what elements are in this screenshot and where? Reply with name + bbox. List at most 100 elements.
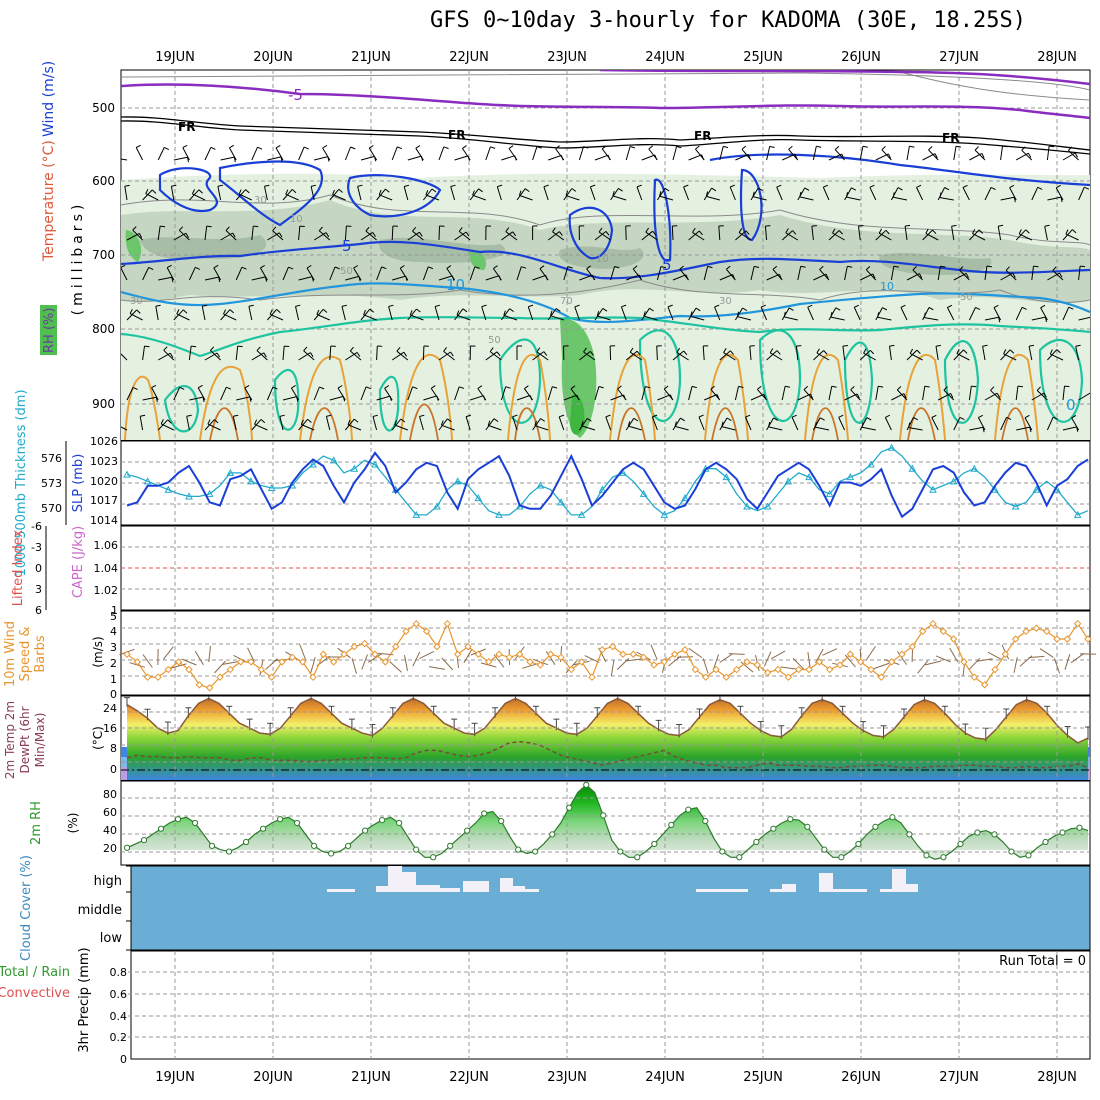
date-label-top: 24JUN	[645, 50, 685, 65]
wind-barb	[785, 228, 799, 241]
rh-marker	[140, 837, 148, 844]
pressure-tick: 700	[92, 248, 115, 262]
wind-barb	[306, 264, 315, 281]
wind-barb	[1044, 224, 1050, 241]
surface-wind-barb	[194, 650, 204, 666]
wind-barb-shaft	[925, 232, 939, 241]
wind-barb-shaft	[844, 266, 848, 281]
contour-label: 10	[880, 280, 894, 293]
wind-barb-flag	[612, 190, 615, 197]
wind-barb-shaft	[220, 386, 227, 401]
wind-barb	[344, 146, 356, 161]
wind-barb-shaft	[563, 266, 569, 281]
wind-barb	[516, 266, 527, 281]
wind-barb-shaft	[485, 351, 498, 361]
wind-barb-shaft	[1047, 196, 1062, 201]
wind-barb-flag	[124, 184, 130, 187]
contour-label: 50	[340, 266, 353, 277]
wind-barb-flag	[598, 386, 604, 389]
wind-barb-flag	[869, 184, 875, 188]
wind-barb	[692, 227, 705, 241]
wind-barb-shaft	[795, 346, 799, 361]
wind-barb-shaft	[1078, 186, 1085, 201]
wind-barb-flag	[164, 146, 170, 151]
wind-barb-shaft	[928, 149, 939, 161]
wind-barb-flag	[736, 311, 740, 317]
wind-barb-flag	[195, 266, 201, 270]
wind-barb-flag	[400, 418, 406, 423]
wind-barb	[438, 418, 452, 431]
wind-barb	[610, 266, 620, 281]
wind-barb	[558, 414, 565, 431]
wind-barb-shaft	[552, 231, 565, 241]
wind-barb-shaft	[629, 351, 643, 361]
wind-barb-flag	[216, 352, 221, 358]
wind-barb-shaft	[204, 352, 218, 361]
cloud-bar	[782, 884, 796, 892]
wind-barb-flag	[214, 419, 219, 424]
wind-barb-flag	[356, 352, 361, 357]
wind-barb	[922, 385, 930, 401]
wind-barb-flag	[742, 307, 748, 312]
wind-barb	[220, 232, 236, 241]
wind-barb-flag	[919, 273, 923, 279]
wind-barb-shaft	[597, 315, 611, 321]
wind10m-marker	[598, 645, 607, 654]
wind-barb-shaft	[485, 418, 495, 431]
wind10m-marker	[794, 665, 803, 674]
lifted-index-ticks: -6 -3 0 3 6	[31, 520, 42, 617]
wind-barb-shaft	[155, 306, 159, 321]
wind-barb-shaft	[750, 266, 755, 281]
thickness-marker	[557, 498, 565, 506]
contour-label: 10	[596, 254, 609, 265]
wind-barb	[191, 189, 206, 201]
thickness-marker	[867, 460, 875, 468]
wind-barb-shaft	[641, 308, 650, 321]
wind-barb-flag	[784, 385, 791, 388]
wind-barb-flag	[206, 225, 212, 228]
wind-barb-shaft	[734, 386, 739, 401]
wind-barb-flag	[1013, 197, 1016, 203]
wind-barb-flag	[652, 230, 657, 236]
wind-barb	[552, 227, 565, 241]
temp-grid	[121, 696, 1090, 780]
wind-barb-shaft	[863, 352, 877, 361]
wind-barb	[298, 146, 309, 161]
precip-grid	[121, 951, 1090, 1059]
wind-barb-flag	[811, 225, 817, 227]
wind-barb-shaft	[1024, 417, 1033, 431]
cape-tick: 1.04	[94, 562, 119, 575]
thickness-marker	[185, 492, 193, 500]
wind-barb-shaft	[632, 268, 643, 281]
wind-barb-flag	[721, 421, 724, 427]
wind-barb-flag	[550, 310, 553, 316]
surface-wind-barb	[361, 654, 368, 670]
wind-barb-shaft	[735, 154, 749, 161]
wind-barb-flag	[539, 265, 545, 270]
wind-barb-shaft	[656, 188, 666, 201]
wind-barb-flag	[129, 308, 133, 314]
date-label-top: 28JUN	[1037, 50, 1077, 65]
wind-barb-shaft	[688, 154, 702, 161]
surface-wind-barb	[404, 655, 408, 671]
surface-wind-barb	[310, 657, 316, 673]
wind-barb-shaft	[441, 424, 455, 431]
wind-barb-flag	[916, 349, 921, 354]
wind-barb-flag	[893, 265, 899, 268]
wind-barb	[672, 350, 688, 361]
cloud-bar	[525, 889, 539, 892]
wind-barb-flag	[629, 146, 636, 149]
wind-barb-shaft	[235, 346, 239, 361]
thickness-marker	[495, 510, 503, 518]
teal-contours	[121, 316, 1090, 433]
wind-barb-flag	[963, 349, 968, 354]
wind-barb-flag	[800, 265, 806, 268]
wind-barb-shaft	[290, 387, 300, 401]
thickness-axis-label: 1000-500mb Thickness (dm)	[14, 389, 29, 576]
wind-barb-shaft	[505, 231, 518, 241]
wind-barb-flag	[726, 265, 731, 270]
wind-barb-flag	[586, 417, 592, 422]
wind10m-marker	[1022, 627, 1030, 636]
wind10m-marker	[174, 658, 183, 666]
wind-barb-flag	[586, 265, 591, 270]
